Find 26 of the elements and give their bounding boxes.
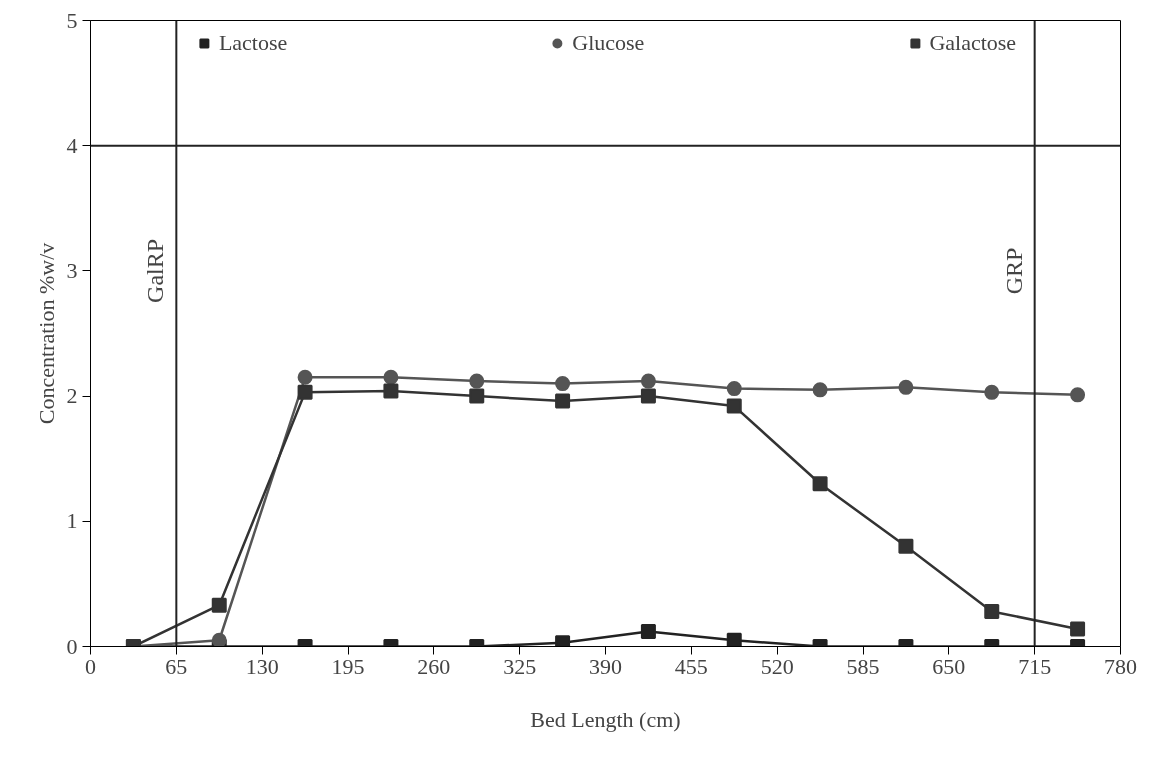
- ref-line-label: GRP: [1000, 247, 1027, 295]
- ref-line-label: GalRP: [142, 238, 169, 303]
- legend-label: Glucose: [572, 30, 645, 56]
- y-axis-title: Concentration %w/v: [33, 242, 59, 425]
- x-tick-label: 455: [674, 653, 708, 679]
- y-tick-label: 4: [66, 132, 78, 158]
- y-tick-label: 2: [66, 383, 78, 409]
- x-tick-label: 0: [85, 653, 96, 679]
- y-tick-label: 3: [66, 257, 78, 283]
- x-tick-label: 130: [245, 653, 279, 679]
- y-tick-label: 5: [66, 7, 78, 33]
- x-tick-label: 715: [1018, 653, 1052, 679]
- legend-label: Galactose: [929, 30, 1017, 56]
- y-tick-label: 1: [66, 508, 78, 534]
- x-tick-label: 195: [331, 653, 365, 679]
- x-tick-label: 520: [760, 653, 794, 679]
- x-tick-label: 390: [589, 653, 622, 679]
- x-tick-label: 260: [417, 653, 451, 679]
- legend-label: Lactose: [218, 30, 288, 56]
- x-tick-label: 325: [503, 653, 537, 679]
- x-axis-title: Bed Length (cm): [530, 706, 681, 732]
- x-tick-label: 585: [846, 653, 880, 679]
- x-tick-label: 780: [1104, 653, 1137, 679]
- x-tick-label: 65: [165, 653, 188, 679]
- y-tick-label: 0: [66, 633, 78, 659]
- x-tick-label: 650: [932, 653, 966, 679]
